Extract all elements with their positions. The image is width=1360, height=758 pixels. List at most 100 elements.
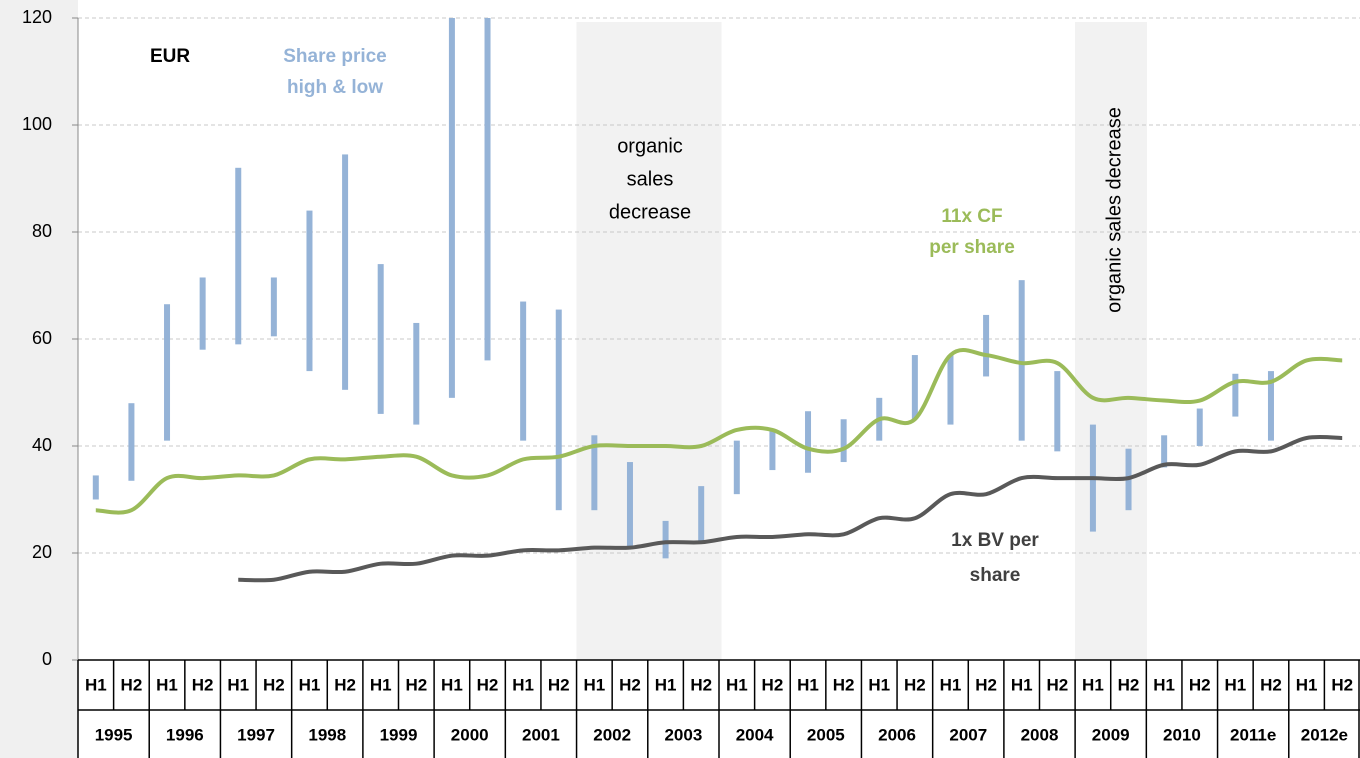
x-tick-label: H1 <box>227 675 249 694</box>
x-tick-label: H1 <box>797 675 819 694</box>
x-tick-label: H2 <box>1189 675 1211 694</box>
range-bar <box>92 475 99 500</box>
x-tick-label: H2 <box>975 675 997 694</box>
x-tick-label: H1 <box>583 675 605 694</box>
range-bar <box>555 309 562 511</box>
x-tick-label: H1 <box>868 675 890 694</box>
y-tick-label: 100 <box>22 114 52 134</box>
range-bar <box>1161 435 1168 468</box>
range-bar <box>484 18 491 361</box>
range-bar <box>769 429 776 471</box>
y-tick-label: 60 <box>32 328 52 348</box>
range-bar <box>1232 373 1239 417</box>
x-tick-label: H2 <box>1260 675 1282 694</box>
x-tick-label: H2 <box>619 675 641 694</box>
x-tick-label: H2 <box>263 675 285 694</box>
x-tick-label: H1 <box>299 675 321 694</box>
year-label: 1999 <box>380 725 418 744</box>
year-label: 2011e <box>1230 725 1276 744</box>
year-label: 2004 <box>736 725 774 744</box>
range-bar <box>1196 408 1203 446</box>
x-tick-label: H2 <box>1331 675 1353 694</box>
annotation: organic sales decrease <box>1103 107 1125 313</box>
range-bar <box>342 154 349 390</box>
range-bar <box>235 167 242 345</box>
year-label: 2003 <box>664 725 702 744</box>
unit-label: EUR <box>150 46 190 67</box>
range-bar <box>164 304 171 441</box>
y-tick-label: 40 <box>32 435 52 455</box>
range-bar <box>591 435 598 511</box>
y-tick-label: 20 <box>32 542 52 562</box>
x-tick-label: H1 <box>156 675 178 694</box>
x-tick-label: H1 <box>512 675 534 694</box>
year-label: 2005 <box>807 725 845 744</box>
range-bar <box>662 520 669 559</box>
x-tick-label: H2 <box>405 675 427 694</box>
range-bar <box>199 277 206 350</box>
year-label: 2009 <box>1092 725 1130 744</box>
x-tick-label: H1 <box>655 675 677 694</box>
range-bar <box>270 277 277 337</box>
shade <box>576 22 722 660</box>
year-label: 2007 <box>949 725 987 744</box>
range-bar <box>698 486 705 543</box>
x-tick-label: H2 <box>334 675 356 694</box>
x-tick-label: H1 <box>85 675 107 694</box>
range-bar <box>520 301 527 441</box>
x-tick-label: H1 <box>726 675 748 694</box>
series-label: per share <box>929 237 1015 258</box>
range-bar <box>413 322 420 425</box>
annotation: organic <box>617 135 683 157</box>
year-label: 2001 <box>522 725 560 744</box>
series-label: share <box>970 565 1021 586</box>
series-label: Share price <box>283 46 387 67</box>
range-bar <box>626 462 633 548</box>
x-tick-label: H1 <box>1153 675 1175 694</box>
year-label: 2010 <box>1163 725 1201 744</box>
line <box>95 348 1343 515</box>
range-bar <box>983 314 990 377</box>
x-tick-label: H2 <box>833 675 855 694</box>
series-label: 1x BV per <box>951 530 1039 551</box>
x-tick-label: H2 <box>690 675 712 694</box>
series-label: high & low <box>287 77 383 98</box>
range-bar <box>1267 371 1274 441</box>
year-label: 2002 <box>593 725 631 744</box>
x-tick-label: H1 <box>441 675 463 694</box>
range-bar <box>947 355 954 425</box>
shade <box>1075 22 1147 660</box>
range-bar <box>377 264 384 414</box>
year-label: 1995 <box>95 725 133 744</box>
range-bar <box>128 403 135 481</box>
year-label: 1998 <box>308 725 346 744</box>
y-tick-label: 120 <box>22 7 52 27</box>
year-label: 1996 <box>166 725 204 744</box>
year-label: 1997 <box>237 725 275 744</box>
year-label: 2006 <box>878 725 916 744</box>
range-bar <box>840 419 847 463</box>
year-label: 2012e <box>1301 725 1348 744</box>
x-tick-label: H1 <box>1011 675 1033 694</box>
range-bar <box>805 411 812 473</box>
x-tick-label: H1 <box>1296 675 1318 694</box>
x-tick-label: H2 <box>1046 675 1068 694</box>
range-bar <box>733 440 740 495</box>
series-label: 11x CF <box>941 206 1002 227</box>
year-label: 2000 <box>451 725 489 744</box>
annotation: sales <box>627 168 674 190</box>
x-tick-label: H2 <box>762 675 784 694</box>
y-tick-label: 80 <box>32 221 52 241</box>
annotation: decrease <box>609 201 691 223</box>
x-tick-label: H2 <box>121 675 143 694</box>
x-tick-label: H2 <box>192 675 214 694</box>
x-tick-label: H2 <box>548 675 570 694</box>
range-bar <box>911 355 918 420</box>
x-tick-label: H1 <box>1224 675 1246 694</box>
line <box>238 434 1343 583</box>
x-tick-label: H2 <box>477 675 499 694</box>
y-tick-label: 0 <box>42 649 52 669</box>
range-bar <box>1054 371 1061 452</box>
range-bar <box>306 210 313 372</box>
